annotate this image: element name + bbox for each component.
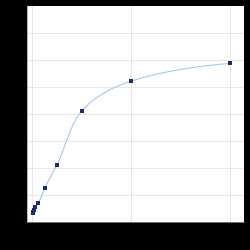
- Point: [129, 79, 133, 83]
- Point: [34, 206, 38, 210]
- Point: [55, 163, 59, 167]
- Point: [36, 201, 40, 205]
- Point: [228, 61, 232, 65]
- Y-axis label: OD: OD: [6, 109, 10, 118]
- Point: [31, 212, 35, 216]
- Point: [43, 186, 47, 190]
- Point: [32, 208, 36, 212]
- Point: [80, 109, 84, 113]
- X-axis label: Human N-Terminal Pro-Brain Natriuretic Peptide
Concentration (ng/ml): Human N-Terminal Pro-Brain Natriuretic P…: [71, 234, 201, 244]
- Point: [31, 210, 35, 214]
